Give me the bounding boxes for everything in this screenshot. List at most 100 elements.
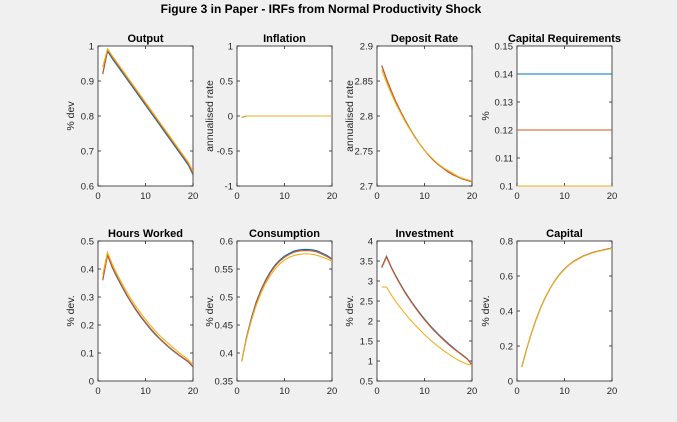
capital-requirements-xtick-label: 20 <box>607 191 618 202</box>
capital-ylabel: % dev. <box>480 295 492 326</box>
consumption-xtick-label: 0 <box>234 386 239 397</box>
inflation-xtick-label: 10 <box>279 191 290 202</box>
inflation-ylabel: annualised rate <box>204 80 216 152</box>
deposit-rate-ylabel: annualised rate <box>344 80 356 152</box>
subplot-hours-worked: 0 10 20 0 0.1 0.2 0.3 0.4 0.5 Hours Worked % dev. <box>65 228 198 397</box>
consumption-ytick-label: 0.45 <box>215 321 234 332</box>
consumption-xtick-label: 20 <box>327 386 338 397</box>
investment-ytick-label: 1 <box>368 357 373 368</box>
capital-series-3-line <box>521 247 612 368</box>
output-series-2-line <box>102 48 193 174</box>
subplot-consumption: 0 10 20 0.35 0.4 0.45 0.5 0.55 0.6 Consumption % d… <box>204 228 337 397</box>
investment-xtick-label: 10 <box>419 386 430 397</box>
consumption-ylabel: % dev. <box>204 295 216 326</box>
inflation-ytick-label: -0.5 <box>217 147 233 158</box>
output-series-3-line <box>102 47 193 172</box>
subplot-output: 0 10 20 0.6 0.7 0.8 0.9 1 Output % dev <box>65 33 198 202</box>
hours-worked-series-3-line <box>102 250 193 366</box>
inflation-ytick-label: 0 <box>228 112 233 123</box>
hours-worked-ytick-label: 0.1 <box>81 349 94 360</box>
subplot-investment: 0 10 20 0.5 1 1.5 2 2.5 3 3.5 4 Investment % dev. <box>344 228 477 397</box>
consumption-title: Consumption <box>249 228 320 240</box>
output-ytick-label: 1 <box>89 42 94 53</box>
capital-requirements-ylabel: % <box>480 111 492 120</box>
capital-ytick-label: 0.6 <box>500 272 513 283</box>
output-series-1-line <box>102 49 193 176</box>
consumption-ytick-label: 0.5 <box>220 293 233 304</box>
hours-worked-xtick-label: 10 <box>140 386 151 397</box>
hours-worked-ytick-label: 0.4 <box>81 265 94 276</box>
investment-ytick-label: 3 <box>368 277 373 288</box>
capital-requirements-xtick-label: 10 <box>559 191 570 202</box>
output-title: Output <box>127 33 163 45</box>
capital-ytick-label: 0 <box>508 377 513 388</box>
output-xtick-label: 10 <box>140 191 151 202</box>
capital-requirements-title: Capital Requirements <box>508 33 621 45</box>
figure-title: Figure 3 in Paper - IRFs from Normal Pro… <box>161 2 482 16</box>
output-ytick-label: 0.6 <box>81 182 94 193</box>
deposit-rate-plot-area <box>376 45 473 187</box>
output-ylabel: % dev <box>65 101 77 131</box>
deposit-rate-xtick-label: 10 <box>419 191 430 202</box>
inflation-xtick-label: 20 <box>327 191 338 202</box>
investment-ytick-label: 3.5 <box>360 257 373 268</box>
hours-worked-ytick-label: 0.5 <box>81 237 94 248</box>
consumption-ytick-label: 0.55 <box>215 265 234 276</box>
investment-ytick-label: 2 <box>368 317 373 328</box>
investment-ytick-label: 1.5 <box>360 337 373 348</box>
investment-plot-area <box>376 240 473 382</box>
investment-ytick-label: 4 <box>368 237 373 248</box>
deposit-rate-xtick-label: 0 <box>374 191 379 202</box>
subplot-inflation: 0 10 20 -1 -0.5 0 0.5 1 Inflation annualised rate <box>204 33 337 202</box>
capital-plot-area <box>516 240 613 382</box>
investment-xtick-label: 20 <box>467 386 478 397</box>
consumption-series-3-line <box>241 253 332 362</box>
investment-ytick-label: 2.5 <box>360 297 373 308</box>
output-xtick-label: 0 <box>95 191 100 202</box>
investment-series-3-line <box>381 286 472 366</box>
capital-ytick-label: 0.8 <box>500 237 513 248</box>
investment-ylabel: % dev. <box>344 295 356 326</box>
hours-worked-series-2-line <box>102 253 193 367</box>
consumption-series-2-line <box>241 249 332 362</box>
capital-requirements-plot-area <box>516 45 613 187</box>
capital-ytick-label: 0.2 <box>500 342 513 353</box>
capital-xtick-label: 10 <box>559 386 570 397</box>
consumption-ytick-label: 0.6 <box>220 237 233 248</box>
investment-series-2-line <box>381 255 472 366</box>
deposit-rate-xtick-label: 20 <box>467 191 478 202</box>
capital-xtick-label: 0 <box>514 386 519 397</box>
capital-ytick-label: 0.4 <box>500 307 513 318</box>
hours-worked-xtick-label: 0 <box>95 386 100 397</box>
hours-worked-title: Hours Worked <box>108 228 183 240</box>
capital-xtick-label: 20 <box>607 386 618 397</box>
consumption-ytick-label: 0.35 <box>215 377 234 388</box>
inflation-series-3-line <box>241 115 332 118</box>
output-ytick-label: 0.7 <box>81 147 94 158</box>
investment-ytick-label: 0.5 <box>360 377 373 388</box>
output-ytick-label: 0.9 <box>81 77 94 88</box>
capital-requirements-ytick-label: 0.11 <box>495 154 513 165</box>
capital-requirements-ytick-label: 0.15 <box>495 42 514 53</box>
consumption-plot-area <box>236 240 333 382</box>
inflation-xtick-label: 0 <box>234 191 239 202</box>
deposit-rate-ytick-label: 2.9 <box>360 42 373 53</box>
inflation-ytick-label: -1 <box>225 182 233 193</box>
output-plot-area <box>97 45 194 187</box>
subplot-deposit-rate: 0 10 20 2.7 2.75 2.8 2.85 2.9 Deposit Rate annual… <box>344 33 477 202</box>
capital-requirements-ytick-label: 0.14 <box>495 70 514 81</box>
output-ytick-label: 0.8 <box>81 112 94 123</box>
consumption-ytick-label: 0.4 <box>220 349 233 360</box>
capital-requirements-xtick-label: 0 <box>514 191 519 202</box>
deposit-rate-ytick-label: 2.7 <box>360 182 373 193</box>
deposit-rate-title: Deposit Rate <box>391 33 458 45</box>
deposit-rate-ytick-label: 2.8 <box>360 112 373 123</box>
capital-requirements-ytick-label: 0.13 <box>495 98 514 109</box>
hours-worked-ytick-label: 0 <box>89 377 94 388</box>
deposit-rate-ytick-label: 2.85 <box>355 77 374 88</box>
output-xtick-label: 20 <box>188 191 199 202</box>
inflation-title: Inflation <box>263 33 306 45</box>
